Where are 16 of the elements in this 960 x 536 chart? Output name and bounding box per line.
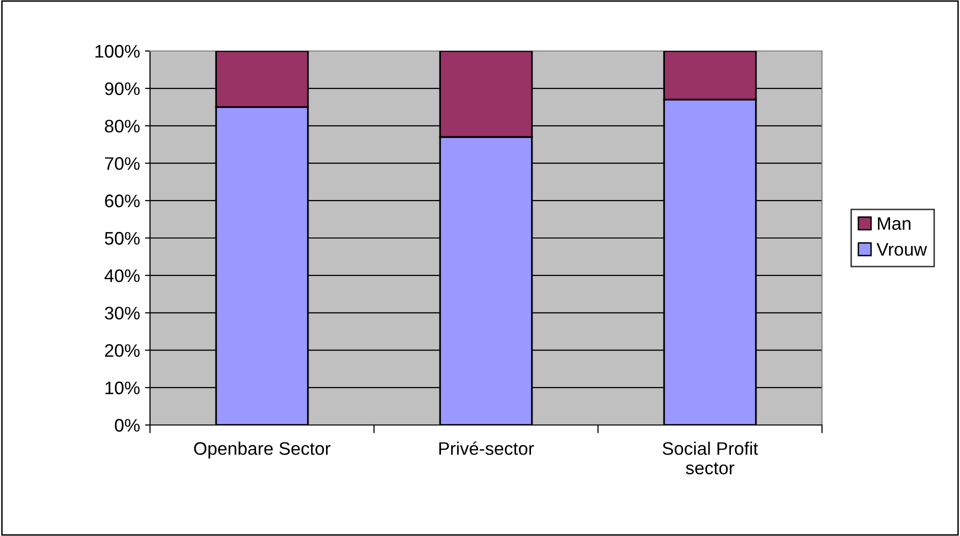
y-tick-label: 70% [105,157,140,170]
y-tick-label: 40% [104,269,140,282]
y-tick-label: 100% [95,44,140,58]
y-tick-label: 50% [104,232,140,245]
x-tick-label: Social Profit sector [662,442,758,474]
legend-label: Vrouw [876,243,928,256]
legend-label: Man [878,217,910,230]
x-tick-label: Privé-sector [439,441,534,455]
y-tick-label: 30% [104,306,140,320]
y-tick-label: 10% [106,382,140,394]
y-tick-label: 60% [105,194,140,208]
y-tick-label: 0% [114,418,140,432]
x-tick-label: Openbare Sector [194,442,330,458]
y-tick-label: 20% [105,344,140,357]
y-tick-label: 80% [104,120,140,133]
y-tick-label: 90% [104,82,140,96]
